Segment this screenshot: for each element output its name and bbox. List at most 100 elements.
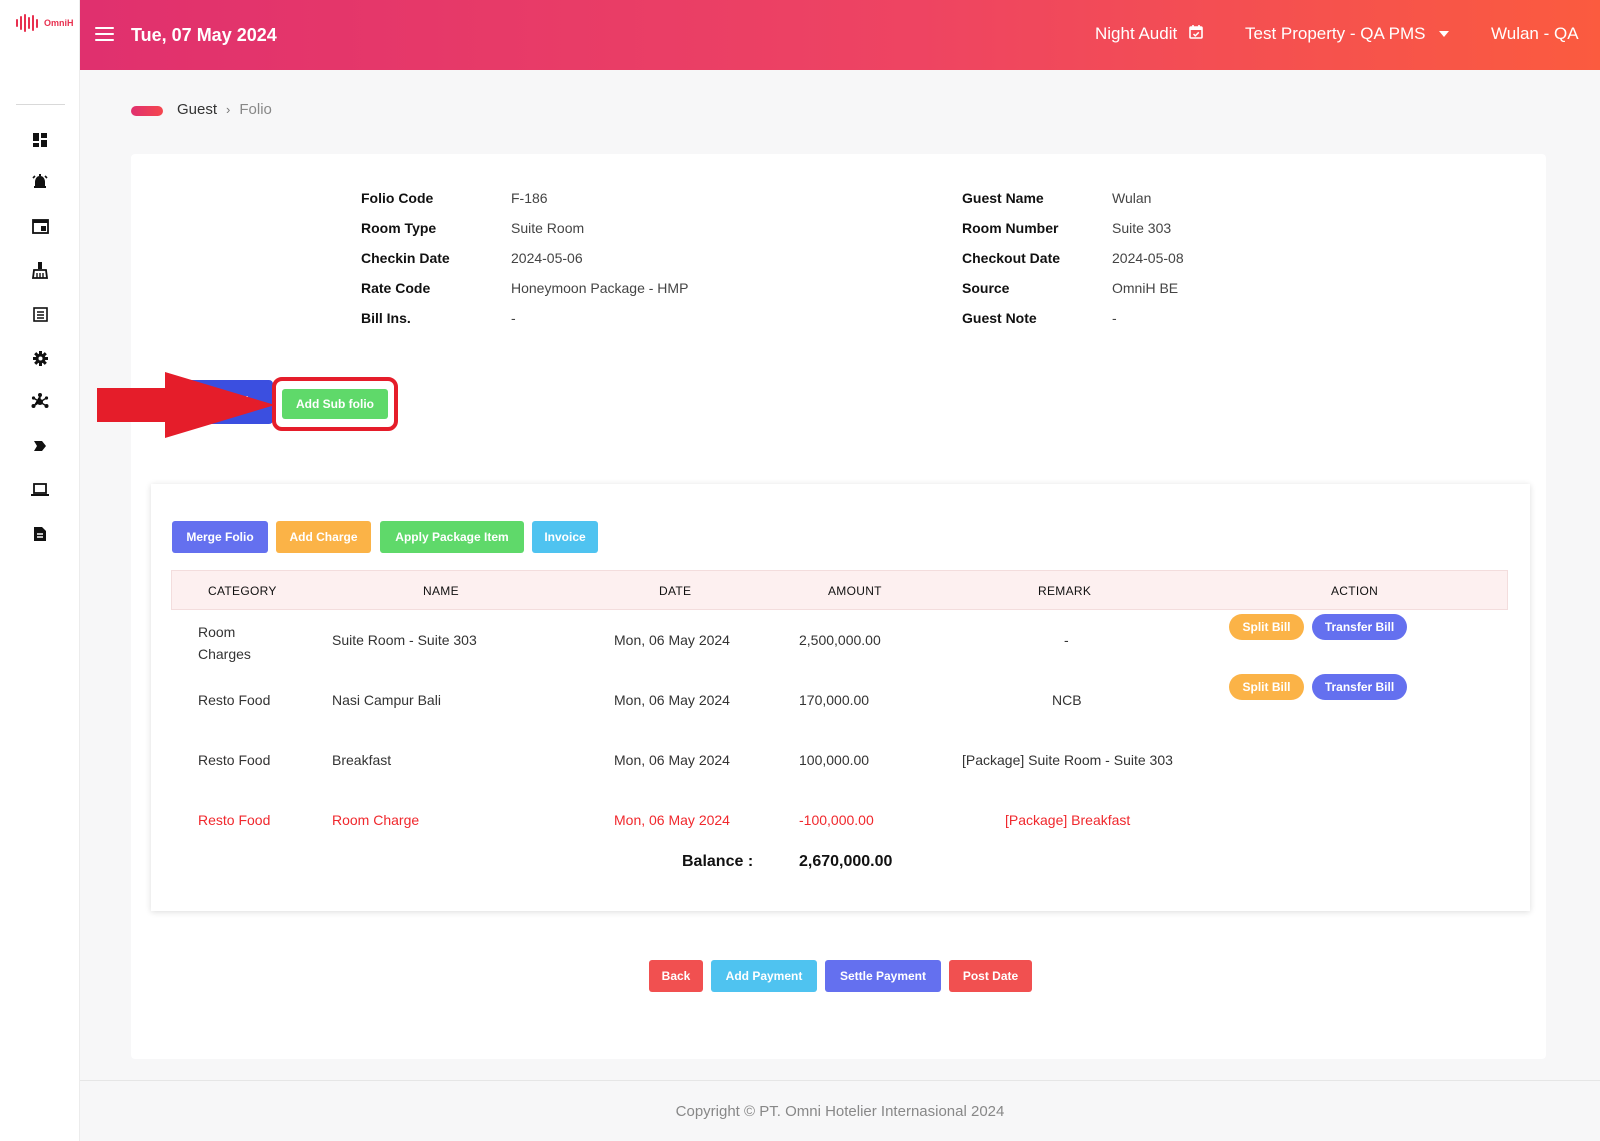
- info-guest-note: Guest Note -: [962, 310, 1117, 326]
- info-label: Guest Name: [962, 190, 1044, 206]
- invoice-button[interactable]: Invoice: [532, 521, 598, 553]
- info-folio-code: Folio Code F-186: [361, 190, 548, 206]
- breadcrumb-current: Folio: [239, 101, 272, 118]
- info-label: Room Number: [962, 220, 1059, 236]
- cell-category: Resto Food: [198, 752, 271, 768]
- cell-amount: -100,000.00: [799, 812, 874, 828]
- column-header: DATE: [659, 584, 692, 598]
- settle-payment-button[interactable]: Settle Payment: [825, 960, 941, 992]
- column-header: NAME: [423, 584, 459, 598]
- transfer-bill-button[interactable]: Transfer Bill: [1312, 674, 1407, 700]
- table-header: CATEGORY NAME DATE AMOUNT REMARK ACTION: [171, 570, 1508, 610]
- copyright-footer: Copyright © PT. Omni Hotelier Internasio…: [675, 1103, 1005, 1120]
- cell-remark: [Package] Breakfast: [1005, 812, 1131, 828]
- apply-package-item-button[interactable]: Apply Package Item: [380, 521, 524, 553]
- calendar-check-icon: [1189, 24, 1204, 44]
- balance-value: 2,670,000.00: [799, 853, 893, 870]
- cell-name: Suite Room - Suite 303: [332, 632, 477, 648]
- info-value: F-186: [511, 190, 548, 206]
- breadcrumb-separator: ›: [226, 102, 231, 117]
- info-value: Suite Room: [511, 220, 585, 236]
- info-guest-name: Guest Name Wulan: [962, 190, 1151, 206]
- info-room-number: Room Number Suite 303: [962, 220, 1171, 236]
- info-label: Guest Note: [962, 310, 1037, 326]
- cell-remark: -: [1064, 632, 1069, 648]
- omnih-logo[interactable]: OmniH: [16, 14, 74, 32]
- info-source: Source OmniH BE: [962, 280, 1178, 296]
- back-button[interactable]: Back: [649, 960, 703, 992]
- info-value: Honeymoon Package - HMP: [511, 280, 689, 296]
- info-label: Rate Code: [361, 280, 431, 296]
- add-sub-folio-button[interactable]: Add Sub folio: [282, 389, 388, 419]
- cell-name: Nasi Campur Bali: [332, 692, 441, 708]
- window-icon[interactable]: [31, 217, 49, 235]
- property-selector[interactable]: Test Property - QA PMS: [1245, 24, 1450, 44]
- cleaning-icon[interactable]: [31, 261, 49, 279]
- breadcrumb-indicator: [131, 106, 163, 116]
- info-value: OmniH BE: [1112, 280, 1179, 296]
- cell-date: Mon, 06 May 2024: [614, 632, 730, 648]
- info-value: 2024-05-08: [1112, 250, 1184, 266]
- logo-mark-icon: [16, 14, 38, 32]
- cell-name: Breakfast: [332, 752, 392, 768]
- cell-date: Mon, 06 May 2024: [614, 812, 730, 828]
- current-date: Tue, 07 May 2024: [131, 25, 277, 45]
- charges-panel: [151, 484, 1530, 911]
- info-label: Source: [962, 280, 1010, 296]
- info-checkout-date: Checkout Date 2024-05-08: [962, 250, 1184, 266]
- post-date-button[interactable]: Post Date: [949, 960, 1032, 992]
- alarm-icon[interactable]: [31, 173, 49, 191]
- column-header: REMARK: [1038, 584, 1092, 598]
- sidebar: OmniH: [0, 0, 80, 1141]
- top-header: Tue, 07 May 2024 Night Audit Test Proper…: [80, 0, 1600, 70]
- info-rate-code: Rate Code Honeymoon Package - HMP: [361, 280, 688, 296]
- transfer-bill-button[interactable]: Transfer Bill: [1312, 614, 1407, 640]
- sidebar-divider: [16, 104, 65, 105]
- night-audit-button[interactable]: Night Audit: [1095, 24, 1204, 44]
- laptop-icon[interactable]: [31, 481, 49, 499]
- column-header: CATEGORY: [208, 584, 277, 598]
- logo-text: OmniH: [44, 18, 74, 28]
- report-icon[interactable]: [31, 525, 49, 543]
- gear-icon[interactable]: [31, 349, 49, 367]
- add-charge-button[interactable]: Add Charge: [276, 521, 371, 553]
- footer-divider: [80, 1080, 1600, 1081]
- cell-amount: 2,500,000.00: [799, 632, 881, 648]
- user-menu[interactable]: Wulan - QA: [1491, 24, 1579, 43]
- cell-category: Resto Food: [198, 812, 271, 828]
- dashboard-icon[interactable]: [31, 131, 49, 149]
- cell-amount: 100,000.00: [799, 752, 870, 768]
- night-audit-label: Night Audit: [1095, 24, 1178, 43]
- column-header: AMOUNT: [828, 584, 882, 598]
- info-label: Checkin Date: [361, 250, 450, 266]
- column-header: ACTION: [1331, 584, 1379, 598]
- list-icon[interactable]: [31, 305, 49, 323]
- breadcrumb-guest-link[interactable]: Guest: [177, 101, 218, 118]
- caret-down-icon: [1439, 31, 1450, 37]
- merge-folio-button[interactable]: Merge Folio: [172, 521, 268, 553]
- info-room-type: Room Type Suite Room: [361, 220, 584, 236]
- network-icon[interactable]: [31, 393, 49, 411]
- add-payment-button[interactable]: Add Payment: [711, 960, 817, 992]
- property-name: Test Property - QA PMS: [1245, 24, 1426, 43]
- hamburger-menu-icon[interactable]: [95, 27, 114, 41]
- cell-remark: [Package] Suite Room - Suite 303: [962, 752, 1173, 768]
- cell-amount: 170,000.00: [799, 692, 870, 708]
- cell-remark: NCB: [1052, 692, 1082, 708]
- cell-date: Mon, 06 May 2024: [614, 752, 730, 768]
- info-checkin-date: Checkin Date 2024-05-06: [361, 250, 583, 266]
- info-label: Folio Code: [361, 190, 434, 206]
- split-bill-button[interactable]: Split Bill: [1229, 614, 1304, 640]
- info-value: Suite 303: [1112, 220, 1172, 236]
- cell-name: Room Charge: [332, 812, 420, 828]
- info-bill-ins: Bill Ins. -: [361, 310, 516, 326]
- info-value: 2024-05-06: [511, 250, 583, 266]
- info-label: Bill Ins.: [361, 310, 411, 326]
- info-value: Wulan: [1112, 190, 1152, 206]
- info-value: -: [1112, 310, 1117, 326]
- cell-category: Resto Food: [198, 692, 271, 708]
- info-value: -: [511, 310, 516, 326]
- split-bill-button[interactable]: Split Bill: [1229, 674, 1304, 700]
- breadcrumb: Guest › Folio: [177, 101, 272, 118]
- chevron-right-icon[interactable]: [31, 437, 49, 455]
